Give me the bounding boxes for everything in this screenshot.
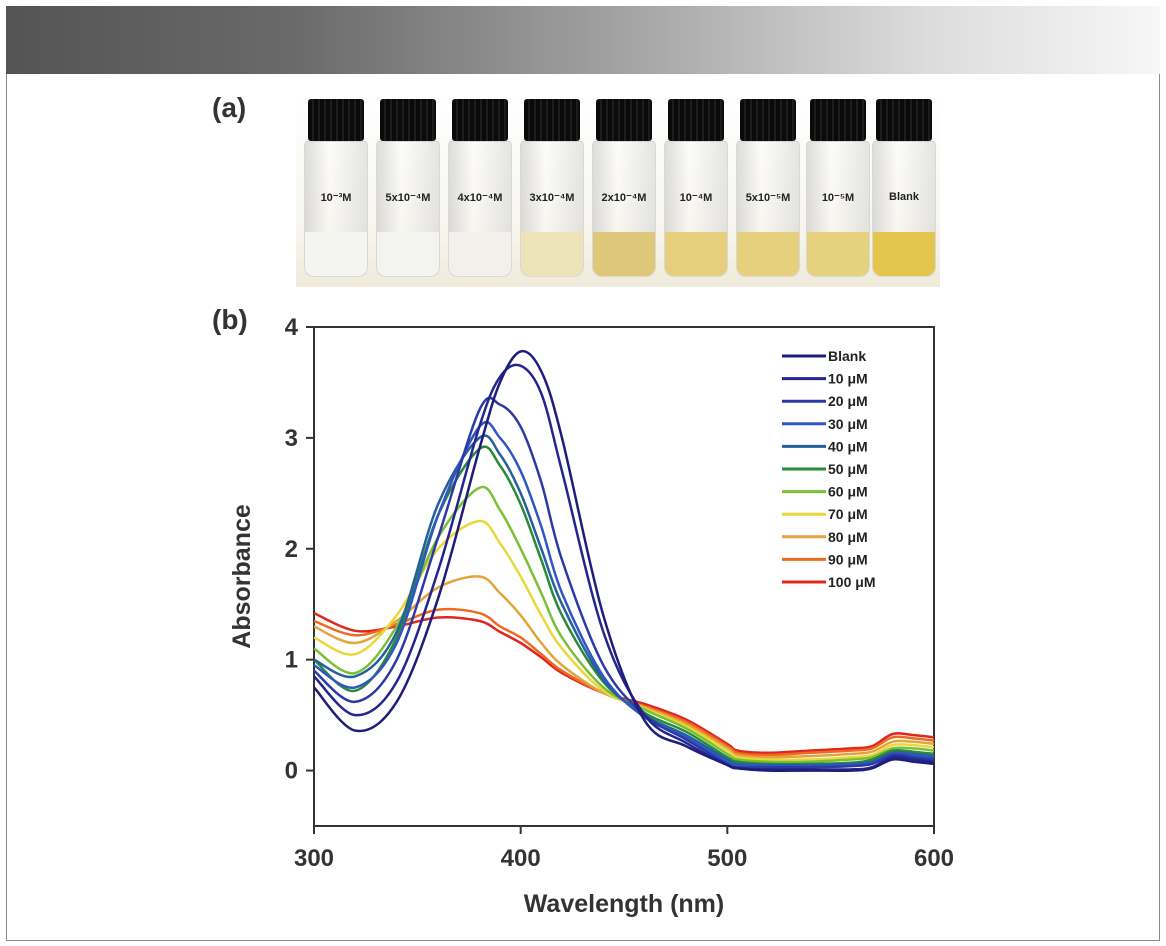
y-tick-label: 2 [285,536,298,563]
vial-liquid [521,232,583,276]
vial-liquid [665,232,727,276]
series-line [313,611,935,755]
vial-body [592,141,656,277]
legend-label: 90 μM [828,551,868,567]
series-line [313,349,935,772]
legend-label: 80 μM [828,529,868,545]
vial-body [520,141,584,277]
vial-cap [308,99,364,141]
vial-label: 10⁻⁴M [679,192,713,204]
vial-label: 3x10⁻⁴M [529,192,575,204]
vial-label: 5x10⁻⁵M [745,192,791,204]
vial-liquid [593,232,655,276]
vial-label: 2x10⁻⁴M [601,192,647,204]
x-tick-label: 400 [501,845,541,872]
vial-liquid [377,232,439,276]
vial-label: 10⁻³M [320,192,352,204]
vial-liquid [305,232,367,276]
legend-label: 70 μM [828,506,868,522]
vial-label: 10⁻⁵M [821,192,855,204]
vial-cap [380,99,436,141]
panel-b-label: (b) [212,304,248,335]
vial-liquid [807,232,869,276]
vial: Blank [872,99,936,279]
vial-cap [524,99,580,141]
plot-frame [313,326,935,827]
vial-body [806,141,870,277]
vial: 3x10⁻⁴M [520,99,584,279]
vial: 5x10⁻⁴M [376,99,440,279]
vial: 2x10⁻⁴M [592,99,656,279]
vial-liquid [873,232,935,276]
vial-cap [596,99,652,141]
legend-label: 10 μM [828,371,868,387]
x-tick-label: 500 [707,845,747,872]
x-axis-label: Wavelength (nm) [524,890,724,918]
header-gradient-bar [6,6,1160,74]
legend-label: 100 μM [828,574,875,590]
vial-liquid [737,232,799,276]
legend-label: 60 μM [828,484,868,500]
series-line [313,396,935,769]
y-tick-label: 1 [285,647,298,674]
vial: 5x10⁻⁵M [736,99,800,279]
vial-cap [810,99,866,141]
vial-body [736,141,800,277]
vial-cap [876,99,932,141]
legend-label: 50 μM [828,461,868,477]
vial-label: 5x10⁻⁴M [385,192,431,204]
vial: 10⁻⁵M [806,99,870,279]
legend-label: 40 μM [828,438,868,454]
vial-body [304,141,368,277]
vial-body [376,141,440,277]
legend-label: 30 μM [828,416,868,432]
vial-label: Blank [889,191,919,203]
vial-cap [452,99,508,141]
vial: 10⁻³M [304,99,368,279]
y-tick-label: 4 [285,314,299,341]
legend-label: 20 μM [828,393,868,409]
x-tick-label: 600 [914,845,954,872]
vial-cap [740,99,796,141]
vial-cap [668,99,724,141]
vials-photo: 10⁻³M 5x10⁻⁴M 4x10⁻⁴M 3x10⁻⁴M 2x10⁻⁴M 10⁻⁴M 5x… [296,93,940,287]
legend-label: Blank [828,348,866,364]
y-tick-label: 0 [285,758,298,785]
x-tick-label: 300 [294,845,334,872]
panel-a-label: (a) [212,92,247,123]
vial-body [872,141,936,277]
vial-liquid [449,232,511,276]
y-tick-label: 3 [285,425,298,452]
vial-body [664,141,728,277]
vial: 10⁻⁴M [664,99,728,279]
y-axis-label: Absorbance [228,504,256,649]
vial-label: 4x10⁻⁴M [457,192,503,204]
figure-frame [6,74,1160,941]
vial: 4x10⁻⁴M [448,99,512,279]
vial-body [448,141,512,277]
